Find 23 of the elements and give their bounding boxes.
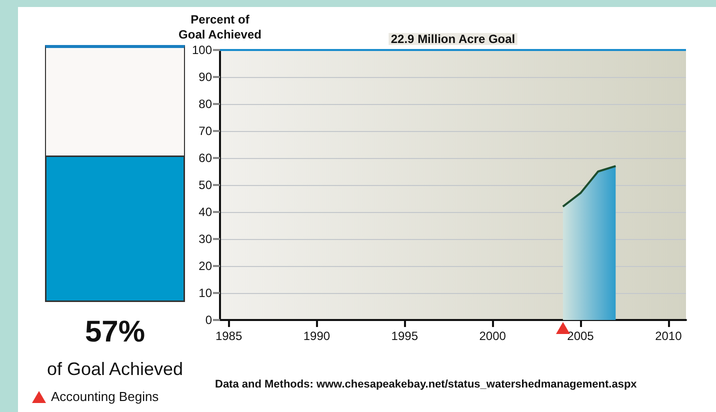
text: Accounting Begins bbox=[51, 389, 159, 404]
x-tick-label: 2005 bbox=[567, 329, 594, 343]
y-tick-label: 90 bbox=[198, 70, 212, 84]
y-tick-label: 40 bbox=[198, 205, 212, 219]
y-tick-label: 50 bbox=[198, 178, 212, 192]
text: of Goal Achieved bbox=[46, 359, 184, 379]
x-tick-label: 1995 bbox=[391, 329, 418, 343]
y-tick-label: 100 bbox=[192, 43, 212, 57]
y-axis-title: Percent of Goal Achieved bbox=[178, 12, 262, 42]
y-tick-label: 70 bbox=[198, 124, 212, 138]
y-tick-label: 0 bbox=[205, 313, 212, 327]
data-label: 57% bbox=[84, 316, 146, 348]
x-tick-label: 1990 bbox=[303, 329, 330, 343]
y-tick-label: 20 bbox=[198, 259, 212, 273]
y-tick-label: 80 bbox=[198, 97, 212, 111]
y-tick-label: 60 bbox=[198, 151, 212, 165]
x-tick-label: 2010 bbox=[655, 329, 682, 343]
ref-line-label: 22.9 Million Acre Goal bbox=[390, 32, 516, 46]
y-tick-label: 10 bbox=[198, 286, 212, 300]
x-tick-label: 2000 bbox=[479, 329, 506, 343]
y-tick-label: 30 bbox=[198, 232, 212, 246]
x-tick-label: 1985 bbox=[215, 329, 242, 343]
text: Data and Methods: www.chesapeakebay.net/status_watershedmanagement.aspx bbox=[215, 378, 638, 390]
